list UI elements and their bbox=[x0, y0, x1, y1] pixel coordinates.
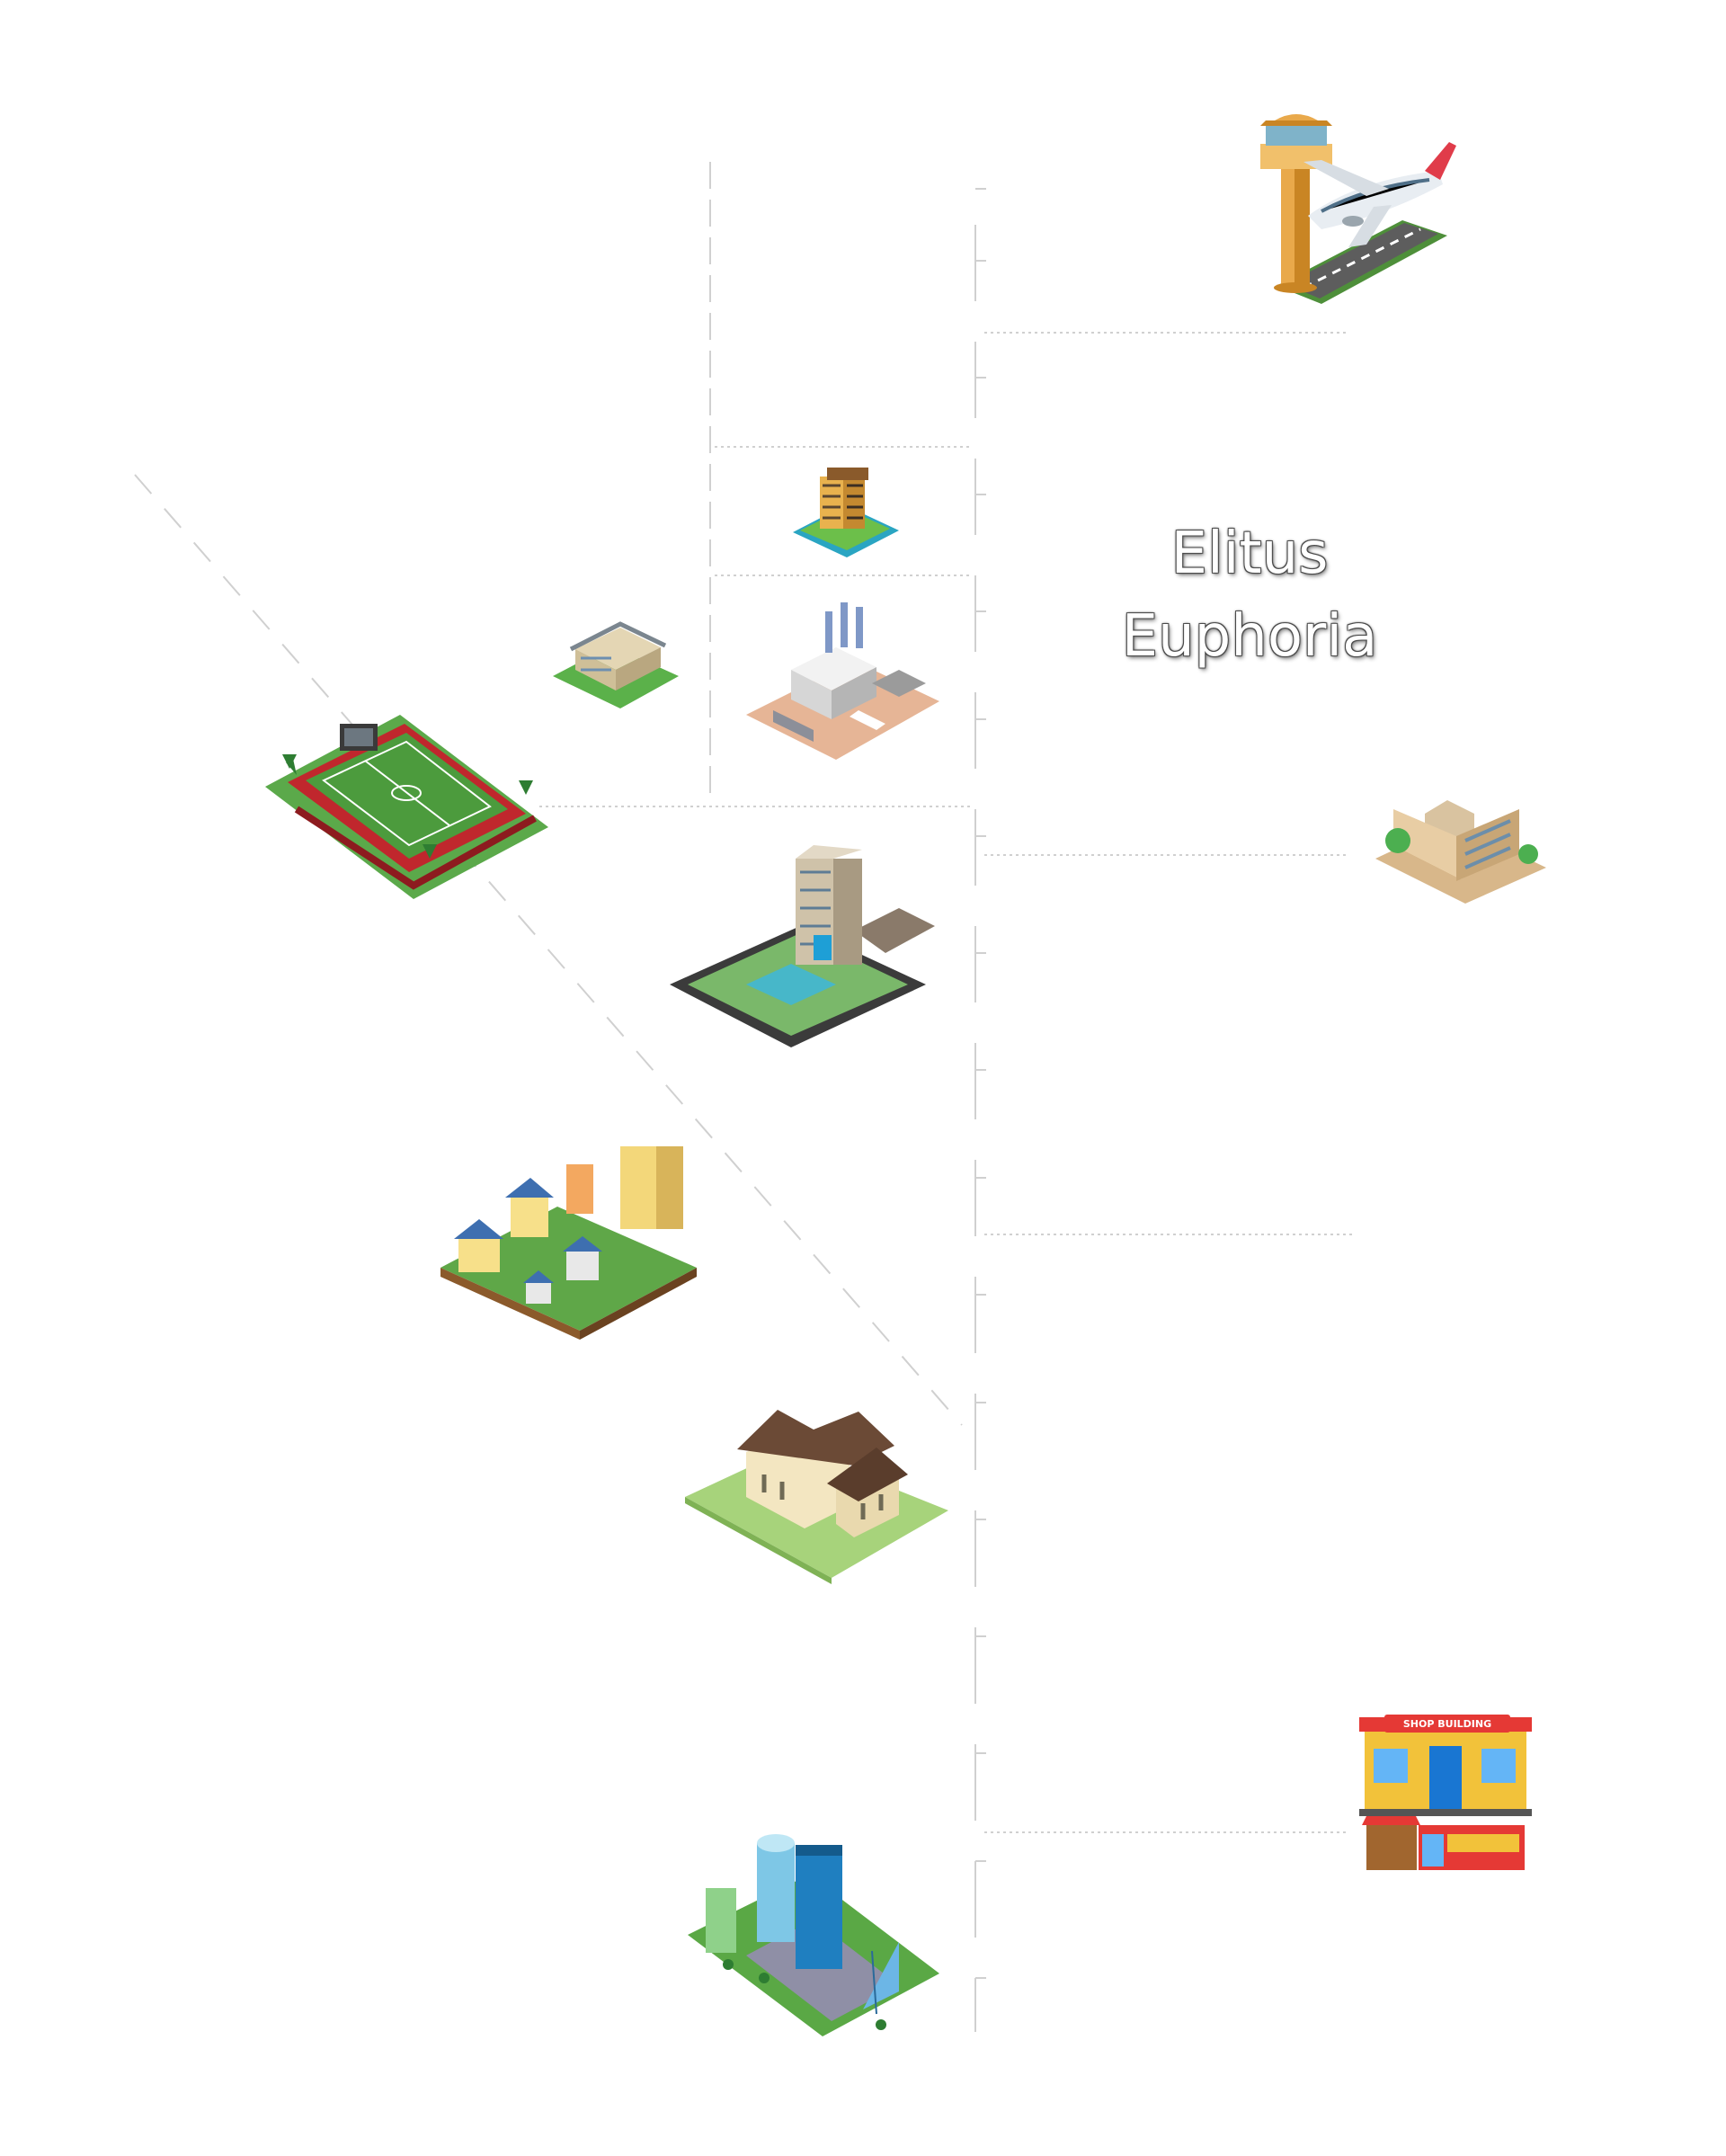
tower-complex-icon[interactable] bbox=[670, 845, 935, 1047]
school-icon[interactable] bbox=[553, 621, 679, 708]
roads bbox=[134, 162, 1353, 2032]
residential-area-icon[interactable] bbox=[440, 1146, 697, 1340]
factory-icon[interactable] bbox=[746, 602, 939, 760]
map-title: Elitus Euphoria bbox=[1106, 512, 1393, 678]
shop-icon[interactable] bbox=[1359, 1715, 1532, 1870]
apartment-icon[interactable] bbox=[793, 468, 899, 557]
title-line-2: Euphoria bbox=[1121, 603, 1378, 670]
main-road-ticks bbox=[975, 188, 986, 1979]
office-building-icon[interactable] bbox=[1375, 800, 1546, 904]
business-district-icon[interactable] bbox=[688, 1834, 939, 2036]
diagonal-road bbox=[134, 474, 963, 1426]
stadium-icon[interactable] bbox=[265, 715, 548, 899]
villa-icon[interactable] bbox=[685, 1410, 948, 1584]
airport-icon[interactable] bbox=[1260, 114, 1456, 304]
shop-sign: SHOP BUILDING bbox=[1402, 1718, 1492, 1730]
title-line-1: Elitus bbox=[1170, 521, 1329, 587]
